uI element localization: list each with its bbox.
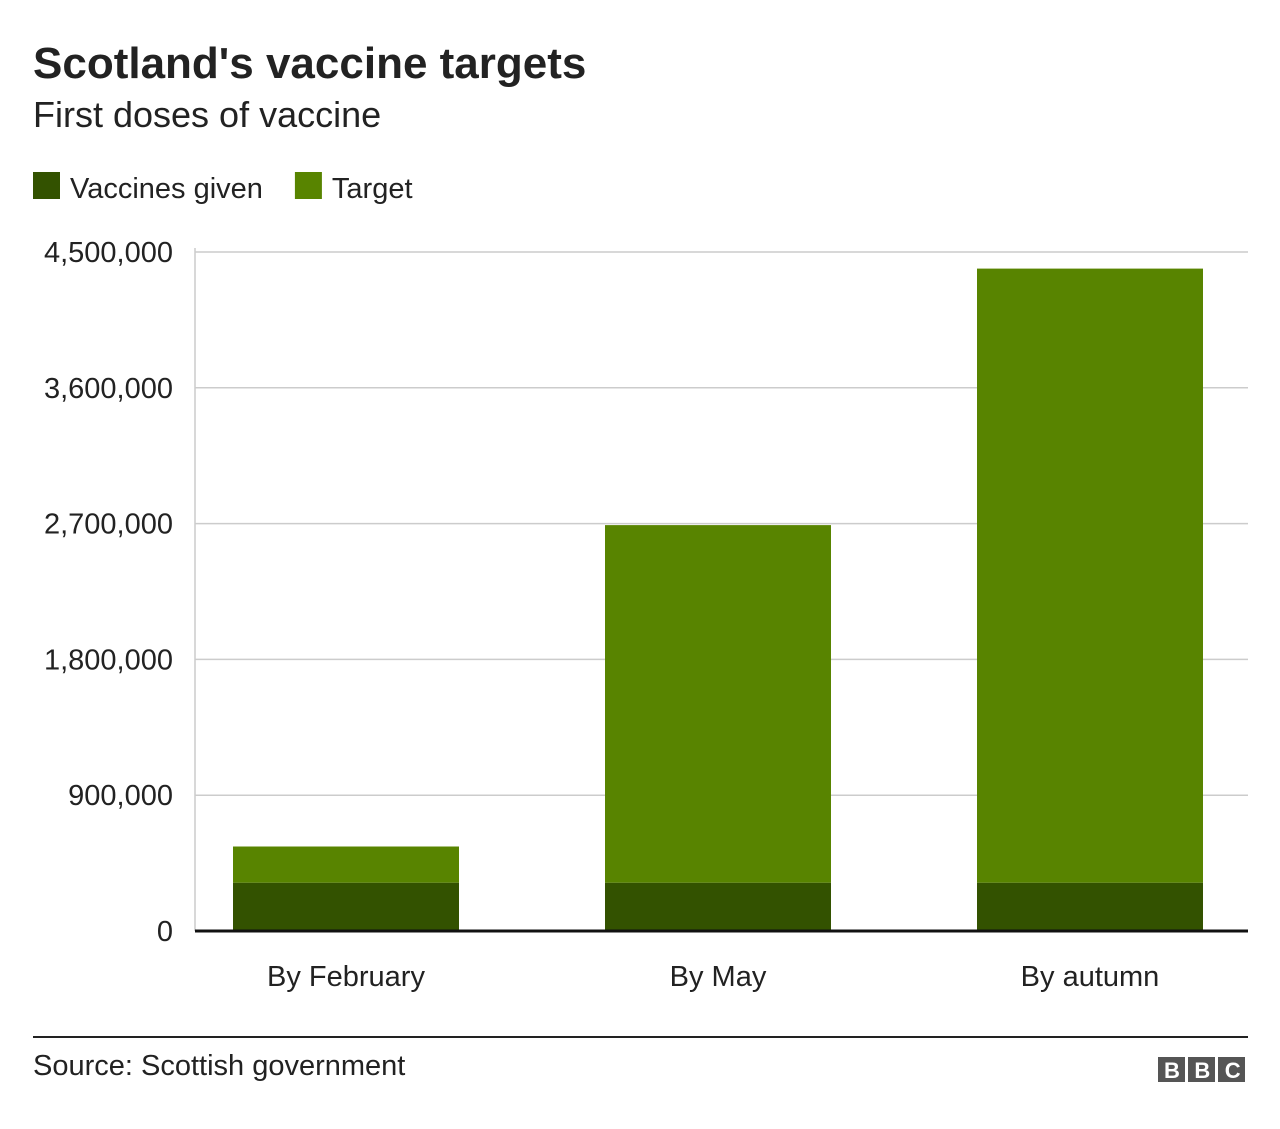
chart-title: Scotland's vaccine targets	[33, 39, 586, 88]
legend-label: Target	[332, 173, 413, 205]
legend-label: Vaccines given	[70, 173, 263, 205]
bar-segment	[977, 882, 1203, 931]
y-tick-label: 0	[157, 916, 173, 948]
y-tick-label: 1,800,000	[44, 644, 173, 676]
bar-segment	[233, 882, 459, 931]
legend-swatch	[33, 172, 60, 199]
logo-box	[1218, 1057, 1245, 1082]
source: Source: Scottish government	[33, 1050, 405, 1082]
y-tick-label: 4,500,000	[44, 237, 173, 269]
bar-segment	[605, 882, 831, 931]
chart-subtitle: First doses of vaccine	[33, 94, 381, 135]
x-tick-label: By February	[267, 961, 425, 993]
logo-text: BBC	[1164, 1058, 1255, 1083]
bar-segment	[977, 268, 1203, 883]
y-tick-label: 3,600,000	[44, 373, 173, 405]
logo-box	[1188, 1057, 1215, 1082]
logo-box	[1158, 1057, 1185, 1082]
bar-segment	[605, 525, 831, 883]
x-tick-label: By autumn	[1021, 961, 1160, 993]
y-tick-label: 2,700,000	[44, 509, 173, 541]
y-tick-label: 900,000	[68, 780, 173, 812]
x-tick-label: By May	[670, 961, 767, 993]
bar-segment	[233, 846, 459, 883]
legend-swatch	[294, 172, 322, 199]
